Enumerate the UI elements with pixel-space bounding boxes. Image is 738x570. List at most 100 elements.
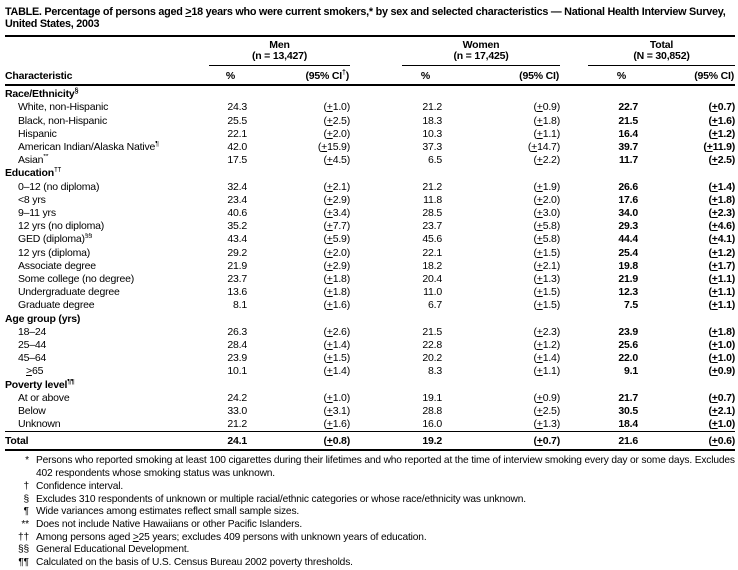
men-ci-cell: (+1.5) bbox=[323, 352, 350, 365]
row-label: Associate degree bbox=[18, 259, 96, 272]
women-pct-cell: 21.5 bbox=[422, 325, 442, 338]
table-row: 25–44 28.4 (+1.4) 22.8 (+1.2) 25.6 (+1.0) bbox=[5, 339, 735, 352]
men-ci-cell: (+7.7) bbox=[323, 220, 350, 233]
men-ci-cell: (+0.8) bbox=[247, 431, 350, 452]
row-label: Hispanic bbox=[18, 127, 57, 140]
women-ci-cell: (+1.3) bbox=[533, 273, 560, 286]
footnote: †† Among persons aged >25 years; excludes… bbox=[5, 532, 735, 545]
men-ci-cell: (+2.0) bbox=[323, 246, 350, 259]
row-label: 18–24 bbox=[18, 325, 47, 338]
women-pct-cell: 18.2 bbox=[422, 259, 442, 272]
row-label: Unknown bbox=[18, 418, 61, 431]
row-label: At or above bbox=[18, 391, 70, 404]
total-ci-cell: (+2.3) bbox=[708, 207, 736, 220]
footnote-marker: †† bbox=[17, 531, 29, 543]
footnote-text: Excludes 310 respondents of unknown or m… bbox=[36, 493, 526, 505]
total-ci-cell: (+1.1) bbox=[708, 299, 736, 312]
women-pct-cell: 22.1 bbox=[422, 246, 442, 259]
total-ci-cell: (+1.7) bbox=[708, 259, 736, 272]
men-ci-cell: (+5.9) bbox=[323, 233, 350, 246]
row-label: Below bbox=[18, 405, 46, 418]
row-label: Asian** bbox=[18, 154, 49, 167]
women-ci-cell: (+2.2) bbox=[533, 154, 560, 167]
women-ci-cell: (+5.8) bbox=[533, 220, 560, 233]
men-pct-cell: 13.6 bbox=[227, 286, 247, 299]
men-ci-cell: (+1.6) bbox=[323, 299, 350, 312]
table-row: At or above 24.2 (+1.0) 19.1 (+0.9) 21.7 (+0.7… bbox=[5, 392, 735, 405]
men-pct-cell: 25.5 bbox=[227, 114, 247, 127]
men-ci-cell: (+2.1) bbox=[323, 180, 350, 193]
section-header: Age group (yrs) bbox=[5, 312, 81, 325]
total-pct-cell: 9.1 bbox=[624, 365, 638, 378]
women-pct-cell: 45.6 bbox=[422, 233, 442, 246]
footnote-marker: § bbox=[23, 493, 29, 505]
total-pct-cell: 22.7 bbox=[618, 101, 638, 114]
women-pct-cell: 6.7 bbox=[428, 299, 442, 312]
women-pct-cell: 19.2 bbox=[350, 431, 442, 452]
row-label: Undergraduate degree bbox=[18, 286, 120, 299]
total-ci-cell: (+1.6) bbox=[708, 114, 736, 127]
men-pct-cell: 32.4 bbox=[227, 180, 247, 193]
women-ci-cell: (+1.3) bbox=[533, 418, 560, 431]
women-pct-cell: 20.4 bbox=[422, 273, 442, 286]
total-ci-header: (95% CI) bbox=[638, 66, 736, 87]
women-pct-cell: 6.5 bbox=[428, 154, 442, 167]
men-group-header: Men (n = 13,427) bbox=[207, 37, 350, 67]
women-pct-cell: 11.8 bbox=[423, 193, 442, 206]
total-ci-cell: (+4.1) bbox=[708, 233, 736, 246]
women-ci-cell: (+14.7) bbox=[527, 141, 560, 153]
women-ci-cell: (+1.2) bbox=[533, 339, 560, 352]
men-pct-cell: 24.3 bbox=[227, 101, 247, 114]
total-group-header: Total (N = 30,852) bbox=[560, 37, 736, 67]
men-group-label: Men bbox=[269, 38, 290, 51]
women-pct-cell: 28.8 bbox=[422, 405, 442, 418]
table-row: Some college (no degree) 23.7 (+1.8) 20.4 (+… bbox=[5, 273, 735, 286]
table-row: Graduate degree 8.1 (+1.6) 6.7 (+1.5) 7.5 (+1.… bbox=[5, 299, 735, 312]
men-pct-cell: 28.4 bbox=[227, 339, 247, 352]
women-ci-cell: (+1.1) bbox=[533, 365, 560, 378]
total-pct-cell: 18.4 bbox=[618, 418, 638, 431]
table-row: 18–24 26.3 (+2.6) 21.5 (+2.3) 23.9 (+1.8) bbox=[5, 326, 735, 339]
men-pct-cell: 35.2 bbox=[227, 220, 247, 233]
row-label: Some college (no degree) bbox=[18, 273, 135, 286]
women-group-header: Women (n = 17,425) bbox=[350, 37, 560, 67]
women-ci-header: (95% CI) bbox=[442, 66, 560, 87]
men-pct-cell: 29.2 bbox=[227, 246, 247, 259]
section-header-row: Age group (yrs) bbox=[5, 313, 735, 326]
section-header: Poverty level¶¶ bbox=[5, 378, 75, 391]
footnote-marker: ¶ bbox=[23, 506, 29, 518]
row-label: 0–12 (no diploma) bbox=[18, 180, 100, 193]
total-pct-cell: 30.5 bbox=[618, 405, 638, 418]
row-label: American Indian/Alaska Native¶ bbox=[18, 141, 159, 153]
women-pct-cell: 28.5 bbox=[422, 207, 442, 220]
footnote: ** Does not include Native Hawaiians or o… bbox=[5, 519, 735, 532]
men-pct-cell: 24.2 bbox=[227, 391, 247, 404]
men-ci-cell: (+1.8) bbox=[323, 273, 350, 286]
women-ci-cell: (+2.1) bbox=[533, 259, 560, 272]
men-ci-cell: (+2.6) bbox=[323, 325, 350, 338]
footnote: * Persons who reported smoking at least 1… bbox=[5, 455, 735, 480]
row-label: GED (diploma)§§ bbox=[18, 233, 93, 246]
total-group-label: Total bbox=[649, 38, 674, 51]
women-ci-cell: (+0.9) bbox=[533, 101, 560, 114]
men-ci-cell: (+3.1) bbox=[323, 405, 350, 418]
total-pct-cell: 21.5 bbox=[618, 114, 638, 127]
men-pct-cell: 23.4 bbox=[227, 193, 247, 206]
men-pct-cell: 26.3 bbox=[227, 325, 247, 338]
total-pct-cell: 25.4 bbox=[618, 246, 638, 259]
total-row: Total 24.1 (+0.8) 19.2 (+0.7) 21.6 (+0.6) bbox=[5, 431, 736, 452]
section-header-row: Poverty level¶¶ bbox=[5, 379, 735, 392]
total-ci-cell: (+1.2) bbox=[708, 246, 736, 259]
total-group-n: (N = 30,852) bbox=[633, 50, 690, 63]
row-label: >65 bbox=[26, 365, 44, 378]
women-pct-cell: 19.1 bbox=[422, 391, 442, 404]
footnote: § Excludes 310 respondents of unknown or … bbox=[5, 494, 735, 507]
footnote-text: General Educational Development. bbox=[36, 544, 190, 556]
total-pct-cell: 39.7 bbox=[618, 141, 638, 153]
footnote-marker: §§ bbox=[17, 544, 29, 556]
total-ci-cell: (+1.2) bbox=[708, 127, 736, 140]
table-body: Race/Ethnicity§ White, non-Hispanic 24.3 (+… bbox=[5, 85, 736, 452]
total-ci-cell: (+4.6) bbox=[708, 220, 736, 233]
table-row: Unknown 21.2 (+1.6) 16.0 (+1.3) 18.4 (+1.0) bbox=[5, 418, 735, 432]
women-ci-cell: (+2.5) bbox=[533, 405, 560, 418]
